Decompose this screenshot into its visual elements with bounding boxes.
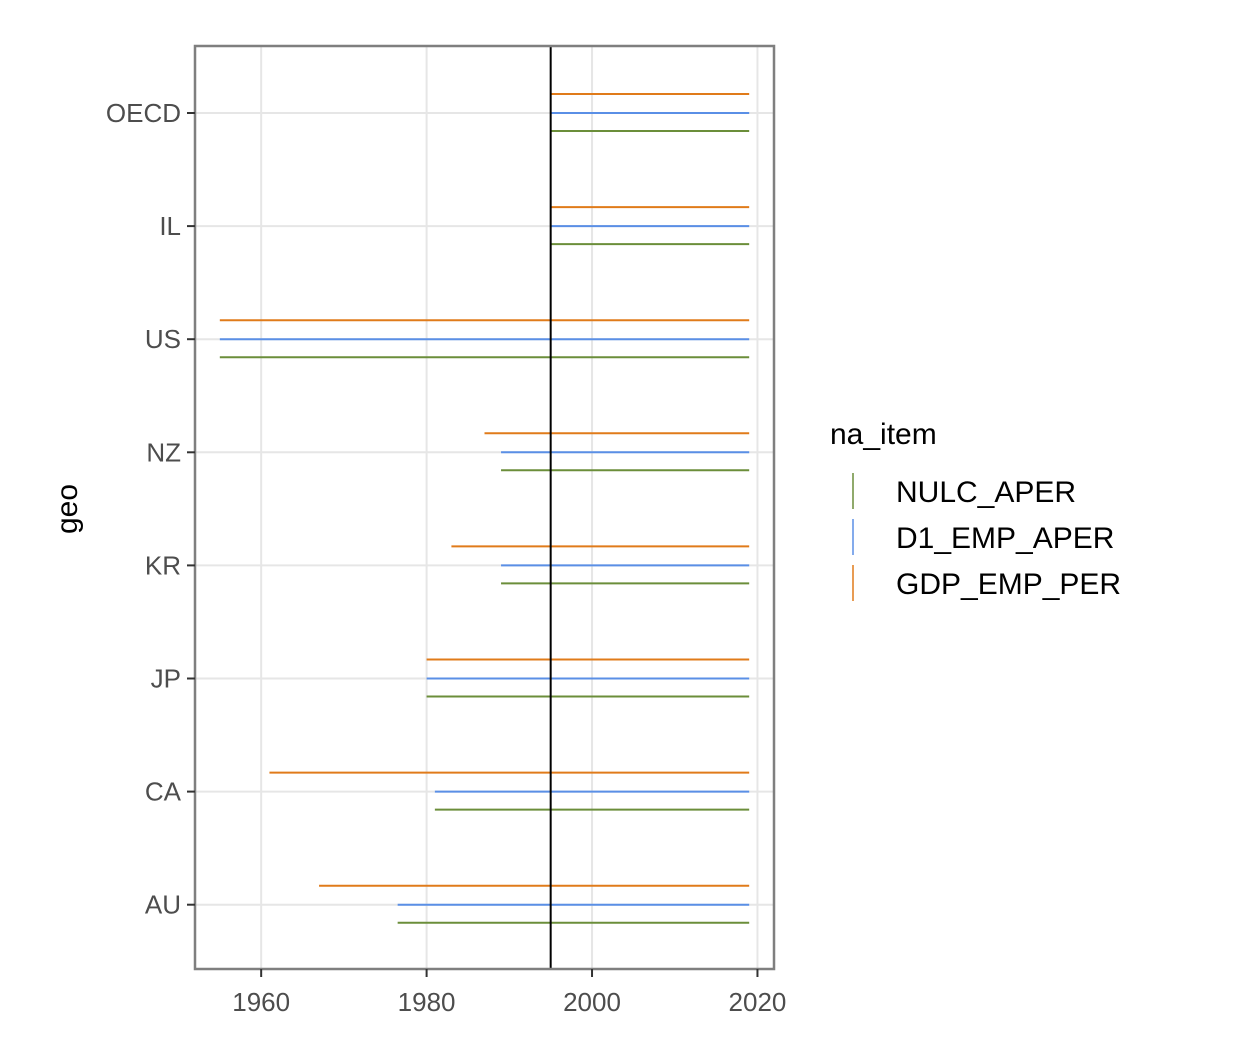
y-tick-label-il: IL: [159, 211, 181, 241]
y-tick-label-kr: KR: [145, 550, 181, 580]
y-axis-title: geo: [51, 484, 84, 534]
y-tick-label-ca: CA: [145, 777, 182, 807]
range-segments: [219, 93, 750, 924]
legend-label-nulc-aper: NULC_APER: [896, 476, 1076, 509]
y-tick-label-au: AU: [145, 890, 181, 920]
legend-label-gdp-emp-per: GDP_EMP_PER: [896, 568, 1121, 601]
x-axis: 1960 1980 2000 2020: [232, 969, 786, 1017]
x-tick-label-2000: 2000: [563, 987, 621, 1017]
y-tick-label-oecd: OECD: [106, 98, 181, 128]
x-tick-label-2020: 2020: [729, 987, 787, 1017]
x-tick-label-1960: 1960: [232, 987, 290, 1017]
y-tick-label-jp: JP: [151, 664, 181, 694]
legend-label-d1-emp-aper: D1_EMP_APER: [896, 522, 1114, 555]
grid-lines: [195, 46, 774, 969]
y-tick-label-us: US: [145, 324, 181, 354]
panel-border: [193, 44, 776, 971]
y-tick-label-nz: NZ: [146, 437, 181, 467]
legend-title: na_item: [830, 418, 937, 451]
y-axis: OECD IL US NZ KR JP CA AU: [106, 98, 195, 920]
legend-items: NULC_APER D1_EMP_APER GDP_EMP_PER: [852, 473, 1121, 601]
legend: na_item NULC_APER D1_EMP_APER GDP_EMP_PER: [830, 418, 1121, 601]
x-tick-label-1980: 1980: [398, 987, 456, 1017]
